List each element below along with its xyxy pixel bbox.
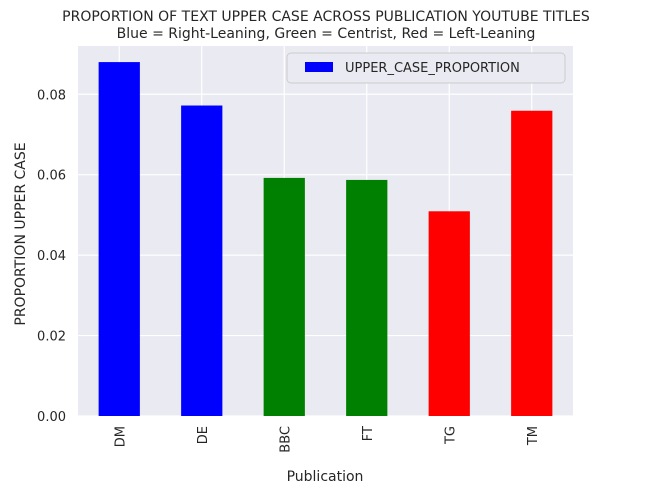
x-axis-label: Publication — [287, 469, 364, 485]
bar-tm — [511, 110, 553, 416]
y-tick-labels: 0.00 0.02 0.04 0.06 0.08 — [37, 88, 66, 425]
plot-area — [78, 46, 573, 416]
x-tick-label: DE — [196, 426, 211, 444]
bar-de — [181, 105, 223, 417]
bars — [98, 62, 553, 417]
x-tick-label: DM — [113, 426, 128, 447]
bar-ft — [346, 179, 388, 416]
bar-dm — [98, 62, 140, 417]
bar-tg — [428, 211, 470, 416]
y-tick-label: 0.06 — [37, 169, 66, 184]
chart-title: PROPORTION OF TEXT UPPER CASE ACROSS PUB… — [62, 9, 590, 25]
legend-swatch — [305, 62, 333, 72]
x-tick-labels: DM DE BBC FT TG TM — [113, 426, 541, 453]
y-tick-label: 0.04 — [37, 249, 66, 264]
legend-box — [286, 52, 566, 84]
y-tick-label: 0.02 — [37, 330, 66, 345]
legend-label: UPPER_CASE_PROPORTION — [345, 61, 520, 76]
y-tick-label: 0.08 — [37, 88, 66, 103]
chart-subtitle: Blue = Right-Leaning, Green = Centrist, … — [117, 26, 536, 42]
x-tick-label: BBC — [278, 426, 293, 453]
x-tick-label: FT — [361, 426, 376, 441]
legend: UPPER_CASE_PROPORTION — [286, 52, 566, 84]
x-tick-label: TM — [526, 426, 541, 446]
x-tick-label: TG — [443, 426, 458, 445]
y-tick-label: 0.00 — [37, 410, 66, 425]
bar-bbc — [263, 177, 305, 416]
y-axis-label: PROPORTION UPPER CASE — [13, 142, 29, 325]
